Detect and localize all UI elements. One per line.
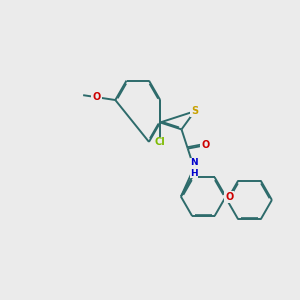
Text: Cl: Cl	[155, 136, 166, 146]
Text: O: O	[201, 140, 210, 150]
Text: O: O	[92, 92, 101, 102]
Text: N
H: N H	[190, 158, 198, 178]
Text: O: O	[225, 192, 233, 202]
Text: S: S	[191, 106, 198, 116]
